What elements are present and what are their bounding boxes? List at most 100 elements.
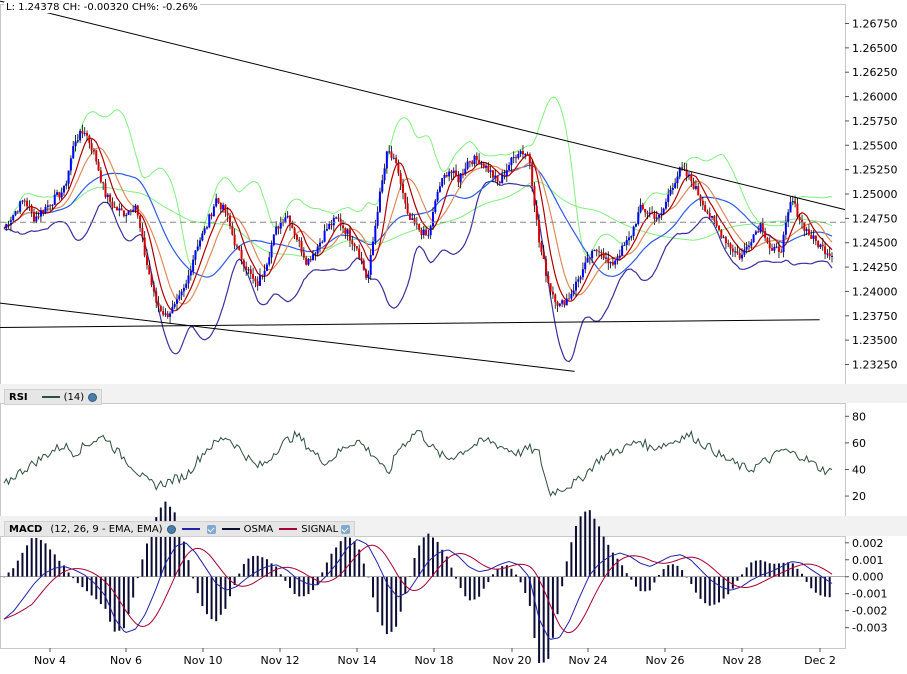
signal-check-icon[interactable]	[341, 524, 351, 534]
macd-line	[3, 539, 833, 640]
candle-body	[321, 241, 324, 243]
osma-bar	[690, 576, 693, 584]
candle-body	[821, 244, 824, 247]
osma-bar	[464, 576, 467, 597]
candle-body	[611, 261, 614, 265]
osma-bar	[21, 552, 24, 577]
candle-body	[782, 234, 785, 253]
candle-body	[235, 245, 238, 247]
candle-body	[708, 213, 711, 218]
osma-bar	[141, 559, 144, 577]
candle-body	[625, 240, 628, 245]
candle-body	[353, 243, 356, 247]
rsi-settings-icon[interactable]	[88, 392, 98, 402]
osma-bar	[113, 576, 116, 632]
candle-body	[551, 291, 554, 295]
osma-bar	[201, 576, 204, 606]
candle-body	[678, 167, 681, 177]
candle-body	[595, 250, 598, 252]
candle-body	[644, 208, 647, 213]
osma-bar	[805, 576, 808, 582]
price-tick-label: 1.24000	[852, 285, 898, 298]
candle-body	[222, 204, 225, 210]
candle-body	[764, 231, 767, 238]
candle-body	[775, 246, 778, 248]
x-tick-label: Nov 28	[723, 654, 762, 667]
macd-line-check-icon[interactable]	[206, 524, 216, 534]
candle-body	[411, 218, 414, 220]
candle-body	[517, 154, 520, 159]
osma-bar	[159, 507, 162, 577]
candle-body	[826, 253, 829, 255]
trendline-0	[0, 0, 846, 211]
osma-bar	[524, 576, 527, 594]
osma-bar	[353, 541, 356, 577]
osma-bar	[519, 576, 522, 583]
candle-body	[766, 237, 769, 243]
candle-body	[570, 293, 573, 299]
candle-body	[431, 212, 434, 227]
candle-body	[141, 227, 144, 238]
candle-body	[106, 194, 109, 198]
candle-body	[676, 176, 679, 184]
osma-bar	[219, 576, 222, 615]
candle-body	[747, 245, 750, 247]
candle-body	[199, 240, 202, 247]
candle-body	[226, 212, 229, 216]
candle-body	[224, 204, 227, 213]
candle-body	[279, 222, 282, 229]
candle-body	[62, 185, 65, 193]
osma-bar	[312, 576, 315, 591]
macd-legend[interactable]: MACD (12, 26, 9 - EMA, EMA) OSMA SIGNAL	[4, 521, 356, 537]
candle-body	[316, 246, 319, 254]
candle-body	[367, 274, 370, 279]
candle-body	[217, 198, 220, 203]
candle-body	[288, 215, 291, 226]
candle-body	[307, 258, 310, 265]
candle-body	[662, 208, 665, 214]
candle-body	[194, 250, 197, 260]
candle-body	[263, 270, 266, 276]
osma-bar	[307, 576, 310, 595]
x-tick-label: Dec 2	[804, 654, 836, 667]
candle-body	[185, 283, 188, 288]
candle-body	[669, 189, 672, 195]
osma-bar	[127, 576, 130, 614]
osma-bar	[118, 576, 121, 631]
x-tick-label: Nov 10	[184, 654, 223, 667]
osma-bar	[482, 576, 485, 589]
candle-body	[623, 244, 626, 246]
candle-body	[351, 240, 354, 244]
rsi-tick-label: 80	[852, 410, 866, 423]
candle-body	[32, 211, 35, 222]
osma-bar	[547, 576, 550, 659]
candle-body	[229, 215, 232, 226]
osma-bar	[265, 559, 268, 577]
candle-body	[817, 240, 820, 248]
candle-body	[418, 224, 421, 230]
candle-body	[828, 253, 831, 257]
price-tick-label: 1.26750	[852, 17, 898, 30]
candle-body	[796, 203, 799, 218]
osma-bar	[736, 576, 739, 581]
osma-bar	[362, 563, 365, 577]
change-value: CH: -0.00320	[62, 2, 129, 13]
candle-body	[83, 133, 86, 135]
candle-body	[58, 192, 61, 198]
osma-bar	[67, 572, 70, 577]
panel-frame-0	[0, 4, 846, 385]
candle-body	[302, 252, 305, 258]
osma-bar	[491, 574, 494, 577]
osma-bar	[233, 576, 236, 585]
candle-body	[731, 248, 734, 252]
x-tick-label: Nov 18	[415, 654, 454, 667]
osma-bar	[381, 576, 384, 626]
candle-body	[489, 170, 492, 172]
candle-body	[425, 229, 428, 236]
rsi-legend[interactable]: RSI (14)	[4, 389, 103, 405]
candle-body	[824, 246, 827, 255]
osma-bar	[39, 540, 42, 577]
candle-body	[496, 175, 499, 182]
macd-params: (12, 26, 9 - EMA, EMA)	[50, 523, 163, 535]
macd-settings-icon[interactable]	[166, 524, 176, 534]
